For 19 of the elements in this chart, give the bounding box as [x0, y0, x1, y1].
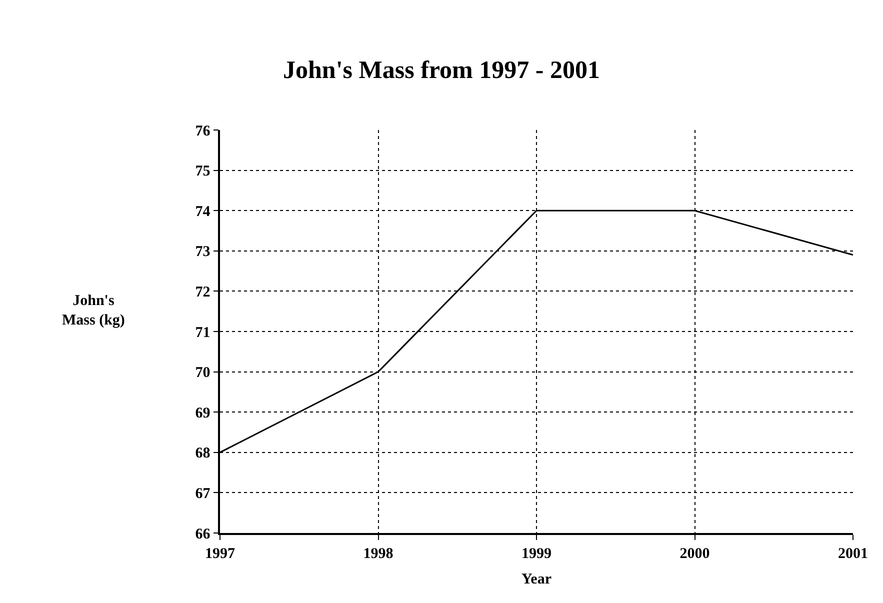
- y-tick-label: 68: [195, 446, 210, 462]
- y-axis-title: John's Mass (kg): [62, 293, 125, 328]
- x-tick-label: 2000: [680, 546, 710, 562]
- y-tick-label: 72: [195, 284, 210, 300]
- y-tick-label: 69: [195, 405, 210, 422]
- y-tick-label: 70: [195, 365, 210, 382]
- x-tick-label: 1999: [522, 546, 552, 562]
- x-axis-title: Year: [522, 571, 552, 588]
- chart-title: John's Mass from 1997 - 2001: [283, 56, 600, 84]
- x-tick-label: 2001: [838, 546, 868, 562]
- y-tick-label: 75: [195, 164, 210, 180]
- x-tick-label: 1998: [363, 546, 394, 562]
- y-tick-label: 67: [195, 486, 211, 502]
- y-tick-label: 73: [195, 244, 210, 260]
- x-tick-label: 1997: [205, 546, 236, 562]
- y-tick-label: 74: [195, 204, 211, 220]
- y-tick-label: 71: [195, 324, 210, 341]
- y-tick-label: 76: [195, 123, 211, 140]
- y-tick-label: 66: [195, 526, 211, 542]
